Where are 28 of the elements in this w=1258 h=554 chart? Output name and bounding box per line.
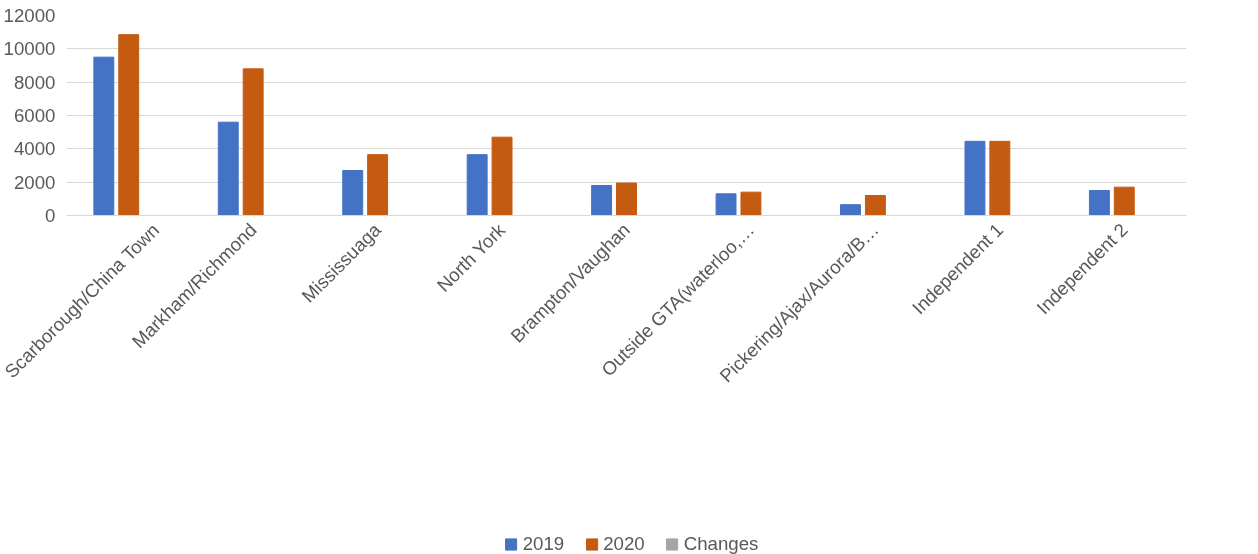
bar xyxy=(1113,186,1135,216)
bar xyxy=(217,121,239,216)
y-tick-label: 12000 xyxy=(3,5,56,26)
bar xyxy=(242,68,264,216)
bar xyxy=(840,204,861,216)
y-tick-label: 2000 xyxy=(14,171,56,193)
bar xyxy=(367,154,389,216)
bar xyxy=(591,185,613,216)
legend-label: Changes xyxy=(683,532,759,554)
y-tick-label: 10000 xyxy=(3,38,56,60)
y-tick-label: 4000 xyxy=(14,138,56,160)
y-tick-label: 6000 xyxy=(14,105,56,126)
bar xyxy=(1088,190,1110,216)
bar xyxy=(616,182,637,216)
bar xyxy=(118,34,140,216)
legend-label: 2020 xyxy=(603,532,645,554)
bar xyxy=(964,140,986,216)
y-tick-label: 8000 xyxy=(14,71,56,93)
bar xyxy=(466,154,488,216)
bar xyxy=(864,195,886,216)
bar xyxy=(989,140,1011,216)
bar xyxy=(715,193,737,216)
bar xyxy=(740,191,762,216)
bar xyxy=(93,56,115,216)
bar xyxy=(342,170,364,216)
legend-label: 2019 xyxy=(522,532,565,554)
y-tick-label: 0 xyxy=(45,205,56,226)
bar xyxy=(491,136,513,216)
